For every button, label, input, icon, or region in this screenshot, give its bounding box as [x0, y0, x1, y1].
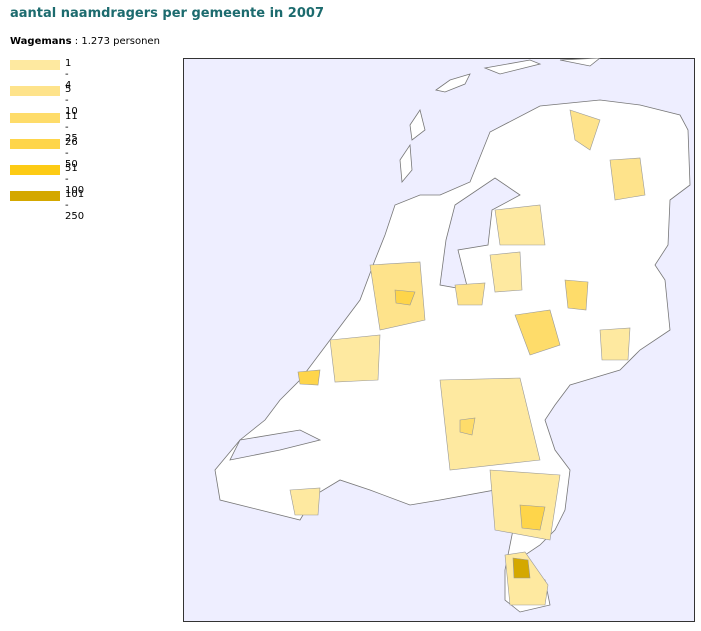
legend-swatch: [10, 112, 60, 123]
legend-swatch: [10, 191, 60, 202]
legend-label: 26 - 50: [65, 136, 78, 170]
name-total: Wagemans : 1.273 personen: [10, 36, 160, 47]
region: [329, 334, 381, 383]
legend-label: 51 - 100: [65, 163, 85, 197]
island: [399, 143, 413, 183]
legend-swatch: [10, 86, 60, 97]
legend-label: 5 - 10: [65, 84, 78, 118]
legend-label: 11 - 25: [65, 110, 78, 144]
region: [489, 251, 523, 293]
ijsselmeer: [439, 177, 521, 291]
regions: [289, 109, 646, 606]
region: [512, 557, 531, 579]
zeeland-water: [229, 429, 322, 461]
region: [564, 279, 589, 311]
surname: Wagemans: [10, 36, 72, 47]
region: [599, 327, 631, 361]
island: [559, 58, 601, 67]
total: : 1.273 personen: [74, 36, 160, 47]
island: [409, 109, 426, 141]
region: [454, 282, 486, 306]
land: [214, 99, 691, 613]
region: [569, 109, 601, 151]
legend-label: 101 - 250: [65, 189, 85, 223]
region: [609, 157, 646, 201]
legend-swatch: [10, 60, 60, 70]
region: [394, 289, 416, 306]
island: [483, 59, 542, 75]
title: aantal naamdragers per gemeente in 2007: [10, 6, 324, 21]
region: [439, 377, 541, 471]
legend-swatch: [10, 165, 60, 176]
region: [297, 369, 321, 386]
region: [514, 309, 561, 356]
region: [489, 469, 561, 541]
region: [459, 417, 476, 436]
region: [494, 204, 546, 246]
map: [183, 58, 695, 622]
legend-label: 1 - 4: [65, 58, 72, 91]
island: [435, 73, 471, 93]
legend-swatch: [10, 138, 60, 149]
region: [519, 504, 546, 531]
region: [289, 487, 321, 516]
